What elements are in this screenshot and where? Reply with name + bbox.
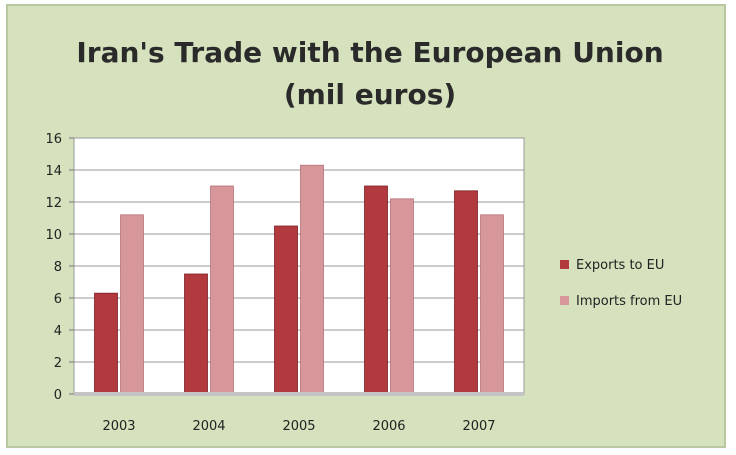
y-tick-label: 10 — [45, 228, 62, 243]
chart-title: Iran's Trade with the European Union — [76, 36, 663, 69]
bar-exports-2004 — [184, 273, 208, 395]
bars — [94, 164, 504, 395]
chart-frame: Iran's Trade with the European Union (mi… — [6, 4, 726, 448]
bar-imports-2007 — [480, 214, 504, 395]
y-tick-label: 12 — [45, 196, 62, 211]
x-tick-label: 2005 — [282, 419, 315, 434]
x-tick-label: 2007 — [462, 419, 495, 434]
y-tick-label: 8 — [54, 260, 62, 275]
x-tick-label: 2003 — [102, 419, 135, 434]
legend-label: Imports from EU — [576, 294, 682, 309]
bar-imports-2006 — [390, 198, 414, 395]
y-tick-label: 4 — [54, 324, 62, 339]
legend-swatch — [560, 296, 569, 305]
gridlines — [74, 169, 524, 363]
legend: Exports to EU Imports from EU — [560, 258, 682, 309]
bar-imports-2004 — [210, 185, 234, 395]
chart-subtitle: (mil euros) — [284, 78, 456, 111]
x-tick-label: 2006 — [372, 419, 405, 434]
legend-swatch — [560, 260, 569, 269]
bar-imports-2003 — [120, 214, 144, 395]
y-tick-label: 0 — [54, 388, 62, 403]
bar-exports-2007 — [454, 190, 478, 395]
y-axis-ticks: 0 2 4 6 8 10 12 14 16 — [45, 132, 74, 403]
x-axis-floor — [74, 392, 524, 396]
x-tick-label: 2004 — [192, 419, 225, 434]
bar-chart: Iran's Trade with the European Union (mi… — [45, 36, 682, 434]
bar-imports-2005 — [300, 164, 324, 395]
y-tick-label: 2 — [54, 356, 62, 371]
y-tick-label: 6 — [54, 292, 62, 307]
legend-label: Exports to EU — [576, 258, 664, 273]
bar-exports-2006 — [364, 185, 388, 395]
x-axis-ticks: 2003 2004 2005 2006 2007 — [74, 392, 524, 434]
bar-exports-2003 — [94, 292, 118, 395]
y-tick-label: 16 — [45, 132, 62, 147]
bar-exports-2005 — [274, 225, 298, 395]
y-tick-label: 14 — [45, 164, 62, 179]
